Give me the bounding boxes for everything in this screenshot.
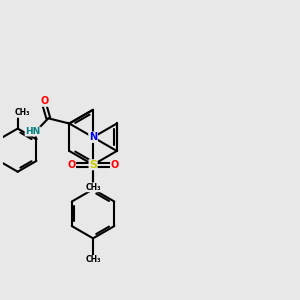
- Text: S: S: [89, 160, 97, 170]
- Text: CH₃: CH₃: [15, 108, 30, 117]
- Text: O: O: [40, 96, 49, 106]
- Text: HN: HN: [25, 127, 40, 136]
- Text: O: O: [89, 132, 97, 142]
- Text: O: O: [68, 160, 76, 170]
- Text: O: O: [110, 160, 119, 170]
- Text: CH₃: CH₃: [85, 183, 101, 192]
- Text: N: N: [89, 132, 97, 142]
- Text: CH₃: CH₃: [85, 255, 101, 264]
